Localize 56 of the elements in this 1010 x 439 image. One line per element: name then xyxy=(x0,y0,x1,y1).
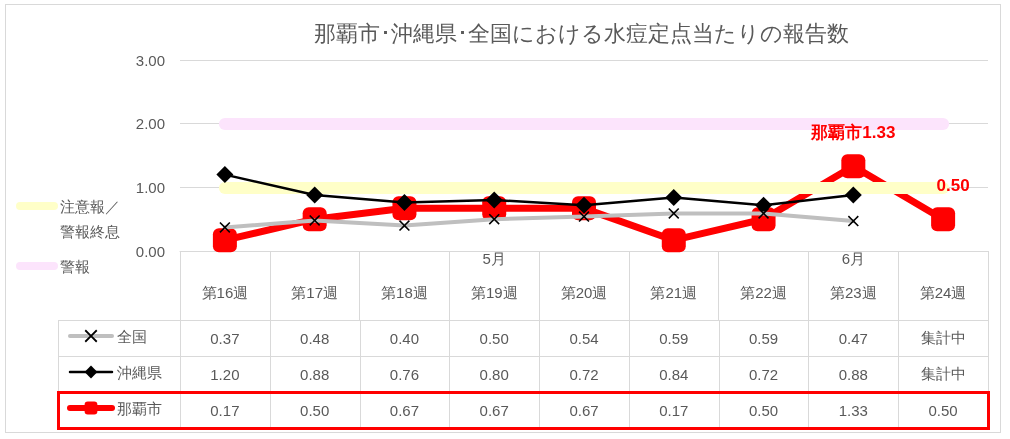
y-tick-label: 2.00 xyxy=(135,115,165,133)
y-tick-label: 3.00 xyxy=(135,51,165,69)
point xyxy=(306,186,324,204)
y-tick-label: 1.00 xyxy=(135,178,165,196)
data-label: 0.76 xyxy=(388,365,421,385)
x-tick-label: 第20週 xyxy=(560,283,608,301)
x-tick-label: 6月第23週 xyxy=(829,249,877,301)
point xyxy=(844,186,862,204)
data-label: 0.37 xyxy=(209,329,241,349)
x-tick-label: 第18週 xyxy=(381,283,428,301)
data-label: 0.47 xyxy=(837,329,869,349)
annotation: 0.50 xyxy=(936,175,970,195)
data-label: 0.67 xyxy=(478,401,510,421)
annotation: 那覇市1.33 xyxy=(810,122,896,142)
legend-label: 全国 xyxy=(117,327,147,345)
text: 集計中 xyxy=(920,329,966,346)
point xyxy=(665,189,683,207)
x-tick-label: 第22週 xyxy=(740,283,787,301)
data-label: 1.33 xyxy=(837,401,869,421)
data-label: 0.72 xyxy=(747,365,780,385)
x-tick-label: 5月第19週 xyxy=(470,249,518,301)
data-label: 0.17 xyxy=(209,401,241,421)
data-label: 0.59 xyxy=(747,329,780,349)
x-tick-label: 第17週 xyxy=(291,283,339,301)
y-tick-label: 0.00 xyxy=(135,242,165,260)
legend-label: 沖縄県 xyxy=(117,363,162,381)
data-label: 0.17 xyxy=(658,401,690,421)
data-label: 0.88 xyxy=(299,365,331,385)
legend-label: 警報 xyxy=(60,257,91,277)
data-label: 0.59 xyxy=(658,329,690,349)
data-label: 0.72 xyxy=(568,365,600,385)
point xyxy=(216,166,234,184)
data-label: 0.50 xyxy=(478,329,510,349)
data-label: 0.54 xyxy=(568,329,600,349)
data-label: 0.80 xyxy=(478,365,510,385)
data-label: 0.50 xyxy=(747,401,780,421)
data-label: 0.88 xyxy=(837,365,869,385)
data-label: 0.48 xyxy=(299,329,331,349)
legend-label: 注意報／警報終息 xyxy=(60,197,121,242)
data-label: 0.40 xyxy=(388,329,421,349)
x-tick-label: 第16週 xyxy=(201,283,249,301)
x-tick-label: 第21週 xyxy=(650,283,698,301)
point xyxy=(212,228,237,253)
data-label: 0.67 xyxy=(568,401,600,421)
point xyxy=(661,228,686,253)
legend-label: 那覇市 xyxy=(117,399,162,417)
point xyxy=(931,207,956,232)
data-label: 1.20 xyxy=(209,365,241,385)
text: 集計中 xyxy=(920,365,966,382)
data-label: 0.67 xyxy=(388,401,421,421)
data-label: 0.84 xyxy=(658,365,690,385)
data-label: 0.50 xyxy=(927,401,959,421)
chart-title: 那覇市･沖縄県･全国における水痘定点当たりの報告数 xyxy=(313,20,849,46)
data-label: 0.50 xyxy=(299,401,331,421)
point xyxy=(841,154,866,179)
x-tick-label: 第24週 xyxy=(919,283,967,301)
